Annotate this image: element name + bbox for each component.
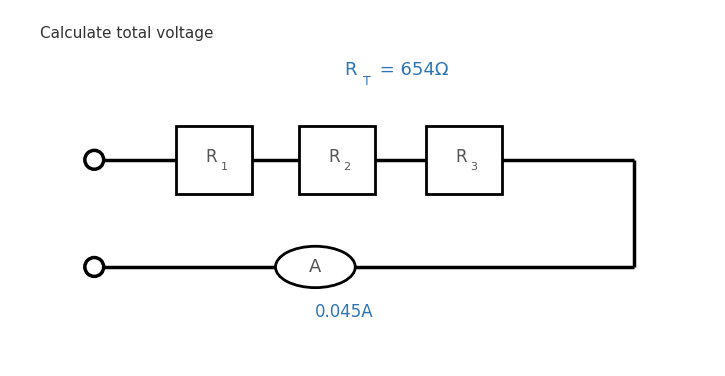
Text: A: A: [309, 258, 322, 276]
Text: 0.045A: 0.045A: [315, 303, 374, 321]
Text: R: R: [328, 148, 340, 166]
Text: = 654Ω: = 654Ω: [374, 61, 449, 79]
FancyBboxPatch shape: [426, 126, 502, 194]
Text: 2: 2: [344, 162, 351, 172]
Text: R: R: [455, 148, 467, 166]
FancyBboxPatch shape: [175, 126, 252, 194]
Text: 1: 1: [220, 162, 228, 172]
FancyBboxPatch shape: [299, 126, 376, 194]
Text: T: T: [363, 75, 371, 88]
Text: Calculate total voltage: Calculate total voltage: [40, 26, 213, 41]
Text: R: R: [344, 61, 357, 79]
Ellipse shape: [276, 246, 355, 288]
Text: 3: 3: [471, 162, 478, 172]
Text: R: R: [205, 148, 217, 166]
